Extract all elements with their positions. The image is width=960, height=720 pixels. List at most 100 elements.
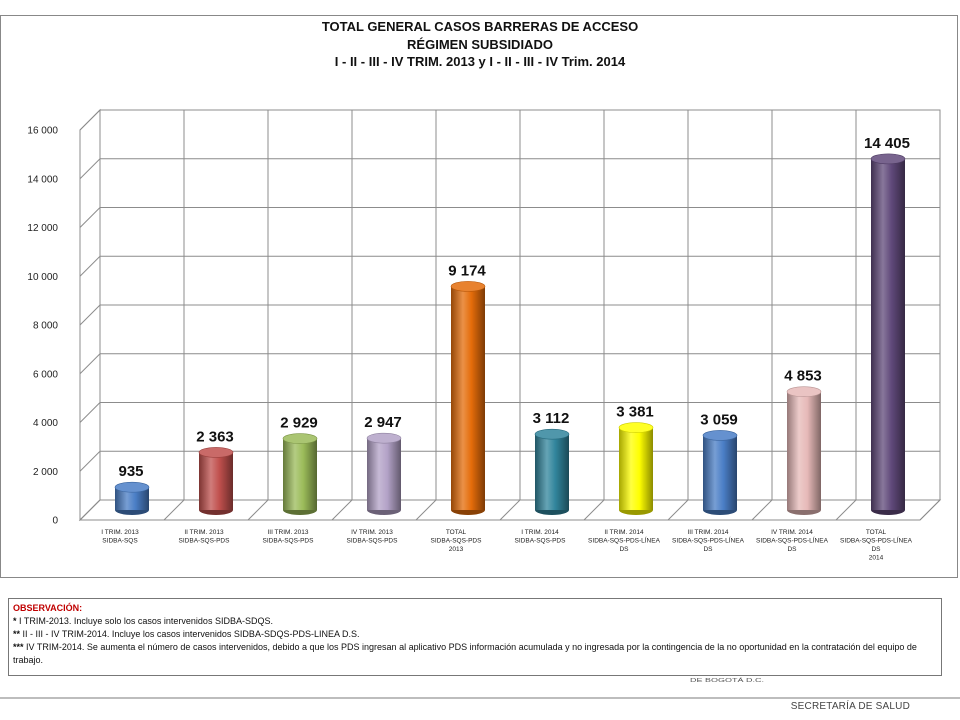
observation-line-1: * I TRIM-2013. Incluye solo los casos in… bbox=[13, 615, 937, 628]
x-tick-label: III TRIM. 2014 SIDBA-SQS-PDS-LÍNEA DS bbox=[672, 529, 745, 553]
bar-body bbox=[703, 435, 737, 510]
observation-text: IV TRIM-2014. Se aumenta el número de ca… bbox=[13, 642, 917, 665]
floor-divider bbox=[751, 499, 773, 521]
x-tick-label: I TRIM. 2013 SIDBA-SQS bbox=[101, 529, 139, 545]
bar bbox=[114, 481, 150, 515]
bar-body bbox=[871, 158, 905, 511]
y-tick-label: 8 000 bbox=[33, 321, 58, 332]
bar-top bbox=[786, 386, 822, 398]
bar bbox=[702, 430, 738, 515]
data-label: 3 112 bbox=[533, 410, 570, 427]
obscured-footer-text: DE BOGOTÁ D.C. bbox=[690, 677, 765, 683]
y-tick-label: 4 000 bbox=[33, 418, 58, 429]
floor-divider bbox=[163, 499, 185, 521]
data-label: 4 853 bbox=[784, 368, 822, 385]
data-label: 2 363 bbox=[196, 428, 234, 445]
data-label: 3 381 bbox=[616, 404, 654, 421]
x-tick-label: I TRIM. 2014 SIDBA-SQS-PDS bbox=[515, 529, 567, 545]
floor-divider bbox=[667, 499, 689, 521]
data-label: 935 bbox=[118, 463, 143, 480]
chart-title: TOTAL GENERAL CASOS BARRERAS DE ACCESO R… bbox=[0, 18, 960, 71]
bar bbox=[282, 433, 318, 515]
y-tick-label: 12 000 bbox=[27, 223, 58, 234]
observations-title: OBSERVACIÓN: bbox=[13, 603, 83, 613]
gridline-side bbox=[79, 255, 101, 277]
x-tick-label: TOTAL SIDBA-SQS-PDS 2013 bbox=[431, 529, 483, 553]
data-label: 2 947 bbox=[364, 414, 402, 431]
observation-line-2: ** II - III - IV TRIM-2014. Incluye los … bbox=[13, 628, 937, 641]
bar-top bbox=[366, 432, 402, 444]
bar-top bbox=[282, 433, 318, 444]
gridline-side bbox=[79, 450, 101, 472]
x-tick-label: IV TRIM. 2013 SIDBA-SQS-PDS bbox=[347, 529, 399, 545]
bar-body bbox=[367, 438, 401, 510]
chart-title-line-1: TOTAL GENERAL CASOS BARRERAS DE ACCESO bbox=[321, 19, 639, 34]
gridline-side bbox=[79, 109, 101, 131]
bar-body bbox=[199, 452, 233, 510]
bar-top bbox=[618, 422, 654, 433]
floor-divider bbox=[331, 499, 353, 521]
x-tick-label: III TRIM. 2013 SIDBA-SQS-PDS bbox=[263, 529, 315, 545]
bar-body bbox=[535, 434, 569, 510]
gridline-side bbox=[79, 158, 101, 180]
chart-grid bbox=[79, 109, 941, 521]
bar-body bbox=[451, 286, 485, 510]
bar bbox=[870, 153, 906, 515]
bar-top bbox=[702, 430, 738, 441]
bar-body bbox=[787, 391, 821, 510]
bar bbox=[198, 447, 234, 515]
gridline-side bbox=[79, 402, 101, 423]
y-axis: 0 2 000 4 000 6 000 8 000 10 000 12 000 14 000 1… bbox=[27, 126, 58, 527]
bar-chart: 0 2 000 4 000 6 000 8 000 10 000 12 000 14 000 1… bbox=[27, 108, 942, 562]
observation-marker: * bbox=[13, 616, 17, 626]
y-tick-label: 10 000 bbox=[27, 272, 58, 283]
gridline-side bbox=[79, 304, 101, 326]
bar-top bbox=[114, 481, 150, 493]
bar bbox=[786, 386, 822, 515]
observations-box: OBSERVACIÓN: * I TRIM-2013. Incluye solo… bbox=[8, 598, 942, 676]
chart-bars bbox=[114, 153, 906, 515]
data-label: 2 929 bbox=[280, 415, 318, 432]
data-label: 14 405 bbox=[864, 135, 910, 152]
x-tick-label: TOTAL SIDBA-SQS-PDS-LÍNEA DS 2014 bbox=[840, 529, 913, 562]
data-label: 9 174 bbox=[448, 262, 486, 279]
data-labels: 935 2 363 2 929 2 947 9 174 3 112 3 381 3 059 4 … bbox=[118, 135, 909, 480]
x-tick-label: II TRIM. 2013 SIDBA-SQS-PDS bbox=[179, 529, 231, 545]
bar-top bbox=[870, 153, 906, 165]
gridline-side bbox=[79, 207, 101, 228]
data-label: 3 059 bbox=[700, 411, 738, 428]
floor-divider bbox=[835, 499, 857, 521]
floor-divider bbox=[247, 499, 269, 521]
floor-divider bbox=[499, 499, 521, 521]
x-axis: I TRIM. 2013 SIDBA-SQS II TRIM. 2013 SIDBA-… bbox=[101, 529, 912, 562]
chart-title-line-3: I - II - III - IV TRIM. 2013 y I - II - … bbox=[334, 54, 626, 69]
observation-line-3: *** IV TRIM-2014. Se aumenta el número d… bbox=[13, 641, 937, 667]
bar-body bbox=[619, 427, 653, 510]
bar-body bbox=[283, 438, 317, 510]
x-tick-label: II TRIM. 2014 SIDBA-SQS-PDS-LÍNEA DS bbox=[588, 529, 661, 553]
observation-marker: *** bbox=[13, 642, 24, 652]
floor-divider bbox=[583, 499, 605, 521]
bar-body bbox=[115, 487, 149, 510]
bar bbox=[366, 432, 402, 515]
y-tick-label: 16 000 bbox=[27, 126, 58, 137]
chart-title-line-2: RÉGIMEN SUBSIDIADO bbox=[407, 36, 553, 52]
floor-divider bbox=[79, 499, 101, 521]
footer-divider bbox=[0, 697, 960, 699]
y-tick-label: 2 000 bbox=[33, 467, 58, 478]
bar-top bbox=[450, 281, 486, 292]
observation-marker: ** bbox=[13, 629, 21, 639]
observation-text: II - III - IV TRIM-2014. Incluye los cas… bbox=[20, 629, 360, 639]
floor-divider bbox=[919, 499, 941, 521]
bar bbox=[618, 422, 654, 515]
gridline-side bbox=[79, 353, 101, 375]
footer-department: SECRETARÍA DE SALUD bbox=[790, 701, 910, 712]
bar-top bbox=[198, 447, 234, 458]
bar-top bbox=[534, 428, 570, 440]
y-tick-label: 6 000 bbox=[33, 369, 58, 380]
y-tick-label: 0 bbox=[52, 516, 58, 527]
bar bbox=[450, 281, 486, 515]
observation-text: I TRIM-2013. Incluye solo los casos inte… bbox=[16, 616, 273, 626]
y-tick-label: 14 000 bbox=[27, 174, 58, 185]
bar bbox=[534, 428, 570, 515]
